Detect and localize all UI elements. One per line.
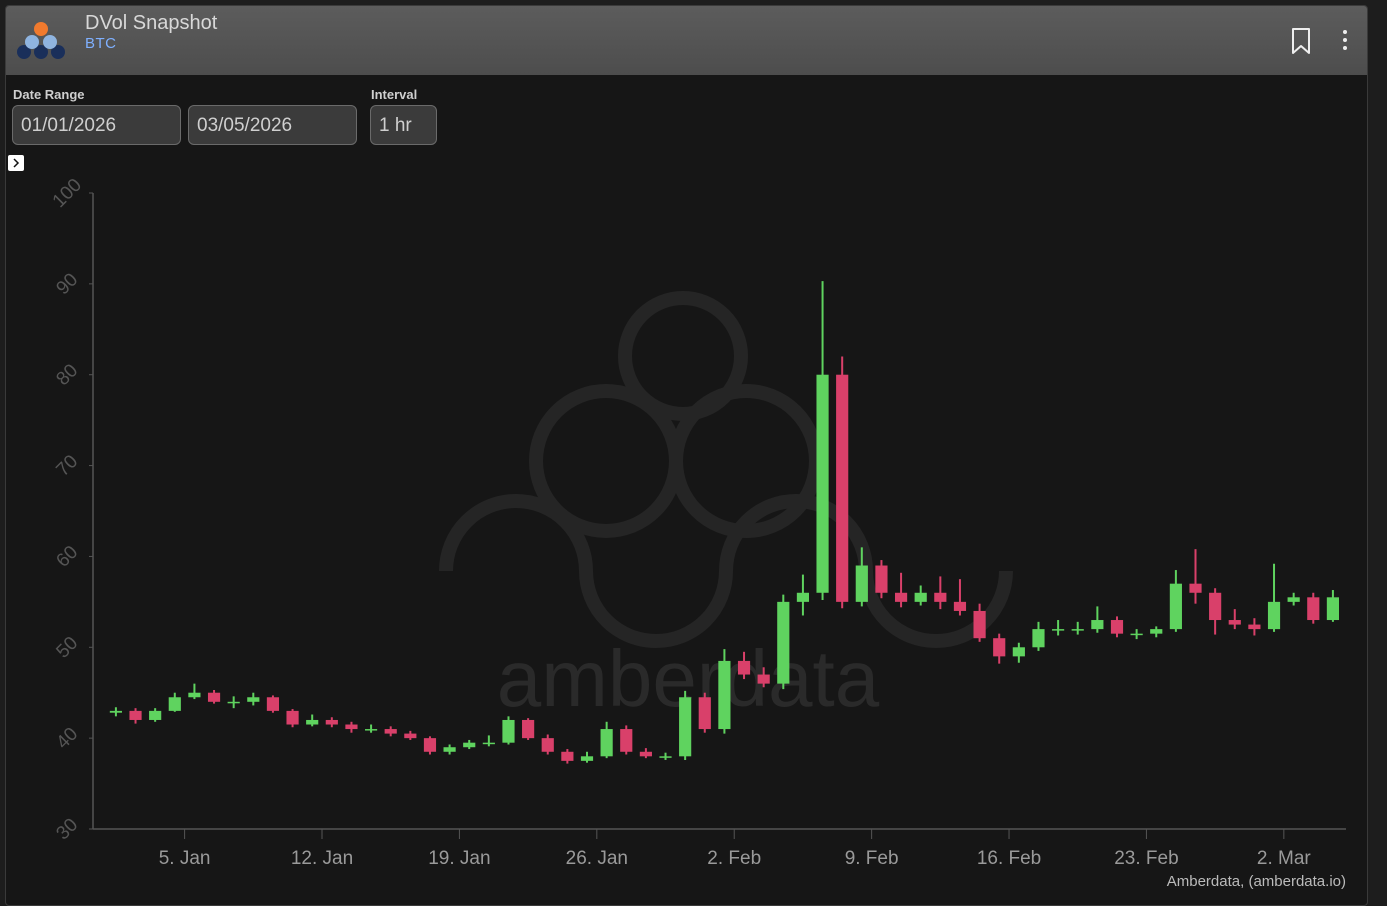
candle-body	[718, 660, 731, 730]
watermark	[439, 291, 1013, 648]
y-tick-label: 60	[52, 542, 82, 572]
x-tick-label: 2. Feb	[707, 848, 761, 869]
candle-body	[109, 710, 122, 713]
candle-body	[207, 692, 221, 702]
end-date-input[interactable]: 03/05/2026	[188, 105, 357, 145]
candle-body	[914, 592, 927, 602]
candle-body	[953, 601, 967, 611]
candle-body	[1189, 583, 1202, 593]
candle-body	[737, 660, 751, 675]
candle-body	[894, 592, 908, 602]
candle-body	[639, 751, 652, 757]
candle-body	[306, 719, 319, 725]
candle-body	[364, 729, 378, 731]
candle-body	[443, 747, 456, 752]
expand-toggle[interactable]	[8, 155, 24, 171]
candle-body	[1287, 597, 1300, 602]
x-tick-label: 12. Jan	[291, 848, 353, 869]
candle-body	[1169, 583, 1182, 630]
candle-body	[620, 729, 633, 752]
x-tick-label: 9. Feb	[845, 848, 899, 869]
candle-body	[188, 692, 201, 698]
interval-input[interactable]: 1 hr	[370, 105, 437, 145]
candle-body	[1228, 620, 1241, 625]
candle-body	[522, 719, 535, 739]
candle-body	[149, 710, 162, 720]
candle-body	[482, 742, 495, 745]
candle-body	[1248, 624, 1261, 630]
candle-body	[404, 733, 417, 739]
widget-header: DVol Snapshot BTC	[6, 6, 1367, 75]
y-tick-label: 30	[52, 814, 82, 844]
y-tick-label: 80	[52, 360, 82, 390]
candle-body	[247, 697, 260, 702]
x-tick-label: 16. Feb	[977, 848, 1041, 869]
candle-body	[1091, 620, 1104, 630]
logo	[17, 22, 65, 59]
y-tick-label: 50	[52, 633, 82, 663]
candle-body	[1267, 601, 1281, 630]
date-range-label: Date Range	[13, 87, 85, 102]
x-tick-label: 5. Jan	[159, 848, 211, 869]
candle-body	[345, 724, 358, 730]
candle-body	[561, 751, 574, 761]
interval-label: Interval	[371, 87, 418, 102]
candle-body	[1110, 620, 1124, 634]
candle-body	[1012, 647, 1025, 657]
candle-body	[836, 374, 849, 602]
candle-body	[384, 729, 397, 734]
candle-body	[679, 697, 692, 757]
candle-body	[796, 592, 810, 602]
watermark-text: amberdata	[497, 634, 880, 723]
candle-body	[463, 742, 476, 748]
menu-button[interactable]	[1339, 27, 1351, 55]
candle-body	[659, 756, 672, 758]
candle-body	[227, 701, 240, 704]
candle-body	[777, 601, 790, 684]
candle-body	[875, 565, 888, 593]
candle-body	[541, 738, 554, 752]
candle-body	[1052, 629, 1065, 631]
candle-body	[816, 374, 829, 593]
candle-body	[502, 719, 515, 743]
candle-body	[934, 592, 947, 602]
start-date-input[interactable]: 01/01/2026	[12, 105, 181, 145]
candle-body	[757, 674, 770, 684]
candle-body	[1326, 597, 1339, 621]
candle-body	[423, 738, 437, 752]
x-tick-label: 23. Feb	[1114, 848, 1178, 869]
x-tick-label: 26. Jan	[566, 848, 628, 869]
candle-body	[286, 710, 299, 725]
widget-subtitle: BTC	[85, 35, 117, 52]
bookmark-button[interactable]	[1289, 27, 1313, 55]
widget-panel: DVol Snapshot BTC Date Range 01/01/2026 …	[5, 5, 1368, 906]
y-tick-label: 90	[52, 269, 82, 299]
candle-body	[993, 638, 1006, 657]
candle-body	[1130, 633, 1143, 636]
candle-body	[129, 710, 142, 720]
candle-body	[325, 719, 338, 725]
x-tick-label: 19. Jan	[428, 848, 490, 869]
candle-body	[266, 697, 280, 711]
candle-body	[698, 697, 711, 730]
candle-body	[1071, 629, 1084, 631]
credit: Amberdata, (amberdata.io)	[1167, 873, 1346, 890]
candle-body	[580, 756, 594, 761]
candle-body	[1209, 592, 1222, 621]
widget-title: DVol Snapshot	[85, 12, 218, 34]
candle-body	[168, 697, 181, 711]
y-tick-label: 100	[49, 175, 86, 212]
candle-body	[855, 565, 868, 602]
x-tick-label: 2. Mar	[1257, 848, 1312, 869]
y-tick-label: 40	[52, 724, 82, 754]
candle-body	[1032, 629, 1045, 648]
candle-body	[973, 610, 986, 639]
y-tick-label: 70	[52, 451, 82, 481]
candle-body	[1150, 629, 1163, 634]
candle-body	[600, 729, 613, 757]
candle-body	[1307, 597, 1320, 621]
